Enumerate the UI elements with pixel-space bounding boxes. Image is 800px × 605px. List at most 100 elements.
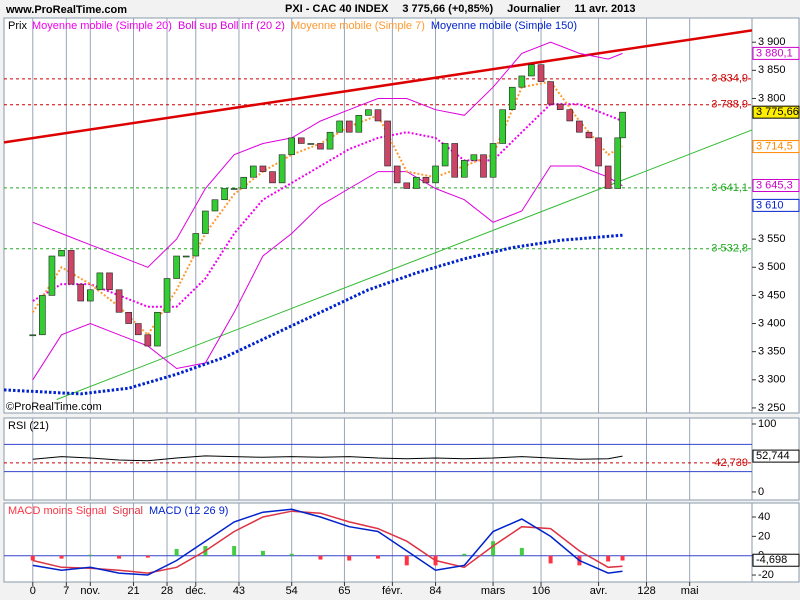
histogram-bar: [519, 547, 524, 556]
candle: [355, 115, 363, 133]
value-box-label: 3 645,3: [756, 179, 793, 191]
legend-entry: Moyenne mobile (Simple 20): [32, 20, 172, 32]
value-box: [752, 179, 800, 193]
trendline: [4, 29, 752, 144]
histogram-bar: [232, 546, 237, 556]
value-box-label: 3 714,5: [756, 140, 793, 152]
candle: [77, 283, 85, 302]
value-box: [752, 449, 800, 463]
candle: [154, 311, 161, 347]
moving-average: [32, 103, 623, 308]
level-label: 3 641,1: [711, 182, 748, 194]
candle: [134, 323, 142, 336]
value-box-label: 3 610: [756, 199, 784, 211]
candle: [451, 143, 459, 178]
moving-average: [31, 80, 624, 337]
level-label: 3 788,9: [711, 99, 748, 111]
y-tick-label: 3 850: [758, 64, 786, 76]
candle: [508, 86, 516, 111]
histogram-bar: [606, 555, 611, 562]
candle: [619, 111, 626, 139]
candle: [336, 120, 343, 133]
y-tick-label: 3 300: [758, 374, 786, 386]
panel: [3, 502, 753, 583]
x-tick-label: 0: [30, 585, 36, 597]
candle: [39, 295, 46, 336]
histogram-bar: [289, 553, 294, 556]
candle: [595, 137, 602, 167]
histogram-bar: [404, 555, 409, 566]
x-tick-label: 65: [338, 585, 350, 597]
candle: [499, 109, 506, 144]
panel: [3, 417, 753, 501]
candle: [115, 289, 123, 313]
watermark: www.ProRealTime.com: [5, 4, 127, 16]
panel: [3, 17, 753, 414]
candle: [29, 334, 37, 337]
candle: [374, 109, 382, 122]
candle: [317, 143, 324, 150]
header-price: 3 775,66 (+0,85%): [402, 3, 493, 15]
x-tick-label: 84: [429, 585, 441, 597]
candle: [307, 143, 315, 145]
x-tick-label: nov.: [80, 585, 100, 597]
legend-entry: Signal: [112, 505, 143, 517]
panel-label: RSI (21): [8, 420, 49, 432]
value-box: [752, 553, 800, 567]
histogram-bar: [145, 555, 150, 558]
histogram-bar: [620, 555, 625, 561]
candle: [566, 109, 574, 122]
candle: [240, 176, 248, 189]
histogram-bar: [30, 555, 35, 561]
candle: [144, 334, 152, 347]
y-tick-label: 40: [758, 511, 770, 523]
histogram-bar: [88, 554, 93, 556]
candle: [87, 289, 94, 302]
header-date: 11 avr. 2013: [574, 3, 635, 15]
value-box-label: 3 775,66: [756, 106, 799, 118]
x-tick-label: mai: [681, 585, 699, 597]
legend-entry: Moyenne mobile (Simple 150): [431, 20, 577, 32]
value-box: [752, 46, 800, 60]
candle: [269, 171, 276, 184]
candle: [250, 165, 257, 178]
candle: [173, 255, 180, 279]
histogram-bar: [491, 541, 496, 556]
legend-entry: MACD (12 26 9): [149, 505, 228, 517]
candle: [537, 64, 545, 82]
legend-label: Prix: [8, 20, 27, 32]
x-tick-label: 43: [233, 585, 245, 597]
value-box: [752, 105, 800, 119]
candle: [326, 131, 334, 150]
candle: [163, 278, 171, 313]
histogram-bar: [462, 553, 467, 556]
line: [32, 455, 623, 462]
candle: [403, 182, 411, 189]
value-box-label: 52,744: [756, 450, 790, 462]
candle: [67, 250, 75, 285]
candle: [211, 199, 219, 212]
axis-area: [751, 502, 800, 583]
candle: [604, 165, 612, 189]
level-label: 3 532,8: [711, 243, 748, 255]
candle: [192, 233, 200, 257]
x-tick-label: 54: [286, 585, 298, 597]
candle: [345, 120, 353, 133]
candle: [393, 165, 401, 184]
moving-average: [32, 41, 623, 268]
legend-entry: Boll sup Boll inf (20 2): [178, 20, 285, 32]
candle: [518, 75, 526, 88]
histogram-bar: [174, 548, 179, 556]
candle: [230, 188, 238, 190]
plot-area: [4, 503, 752, 582]
level-label: 42,739: [714, 457, 748, 469]
trendline: [56, 129, 752, 400]
candle: [96, 272, 104, 291]
y-tick-label: 100: [758, 418, 776, 430]
x-tick-label: 21: [127, 585, 139, 597]
histogram-bar: [117, 555, 122, 559]
candle: [556, 103, 564, 111]
header-title: PXI - CAC 40 INDEX: [285, 3, 389, 15]
